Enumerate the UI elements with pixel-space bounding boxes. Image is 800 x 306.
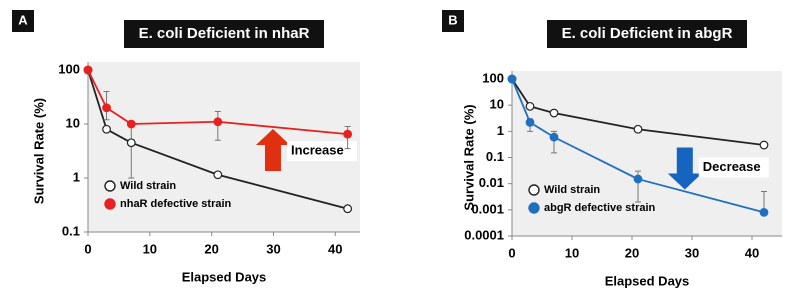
x-tick-label: 10 — [565, 245, 579, 260]
annotation: Decrease — [703, 159, 761, 174]
legend-label: Wild strain — [120, 180, 176, 192]
title-box — [124, 20, 324, 48]
legend-label: Wild strain — [544, 184, 600, 196]
data-point — [102, 103, 111, 113]
data-point — [507, 74, 517, 84]
data-point — [126, 138, 136, 148]
x-axis-label: Elapsed Days — [605, 273, 690, 288]
data-point — [213, 170, 223, 180]
panel-label-box — [442, 10, 464, 32]
data-point — [83, 65, 93, 75]
title-box — [547, 20, 747, 48]
x-tick-label: 10 — [143, 241, 157, 256]
trend-arrow — [255, 129, 290, 171]
data-point — [759, 140, 769, 150]
y-tick-label: 0.0001 — [464, 227, 504, 242]
x-tick-label: 30 — [266, 241, 280, 256]
y-axis-label: Survival Rate (%) — [31, 98, 46, 204]
x-tick-label: 40 — [328, 241, 342, 256]
data-point — [343, 204, 353, 214]
data-point — [213, 117, 223, 127]
data-point — [102, 124, 111, 134]
data-point — [525, 101, 535, 111]
panel-label-box — [12, 10, 34, 32]
legend-marker — [104, 180, 116, 192]
panel-label: B — [448, 12, 457, 27]
x-tick-label: 20 — [625, 245, 639, 260]
x-tick-label: 40 — [745, 245, 759, 260]
legend-marker — [104, 198, 116, 210]
data-point — [343, 129, 353, 139]
x-tick-label: 30 — [685, 245, 699, 260]
x-axis-label: Elapsed Days — [182, 269, 267, 284]
y-tick-label: 0.01 — [479, 175, 504, 190]
chart-title: E. coli Deficient in nhaR — [139, 25, 310, 42]
y-tick-label: 10 — [66, 115, 80, 130]
legend-marker — [528, 202, 540, 214]
data-point — [549, 108, 559, 118]
legend-marker — [528, 184, 540, 196]
x-tick-label: 0 — [84, 241, 91, 256]
data-point — [525, 117, 535, 127]
y-tick-label: 10 — [490, 97, 504, 112]
y-axis-label: Survival Rate (%) — [461, 104, 476, 210]
legend-label: nhaR defective strain — [120, 198, 232, 210]
x-tick-label: 0 — [508, 245, 515, 260]
chart-title: E. coli Deficient in abgR — [562, 25, 733, 42]
y-tick-label: 1 — [497, 123, 504, 138]
data-point — [549, 132, 559, 142]
annotation-bg — [698, 157, 769, 178]
y-tick-label: 0.001 — [471, 201, 504, 216]
y-tick-label: 0.1 — [62, 223, 80, 238]
legend-label: abgR defective strain — [544, 202, 656, 214]
trend-arrow — [667, 147, 702, 190]
annotation-bg — [286, 141, 357, 161]
y-tick-label: 1 — [73, 169, 80, 184]
x-tick-label: 20 — [204, 241, 218, 256]
data-point — [633, 174, 643, 184]
plot-area — [512, 71, 782, 236]
data-point — [126, 119, 136, 129]
panel-label: A — [18, 12, 28, 27]
data-point — [633, 124, 643, 134]
y-tick-label: 100 — [58, 61, 80, 76]
annotation: Increase — [291, 142, 344, 157]
y-tick-label: 0.1 — [486, 149, 504, 164]
data-point — [759, 207, 769, 217]
y-tick-label: 100 — [482, 70, 504, 85]
